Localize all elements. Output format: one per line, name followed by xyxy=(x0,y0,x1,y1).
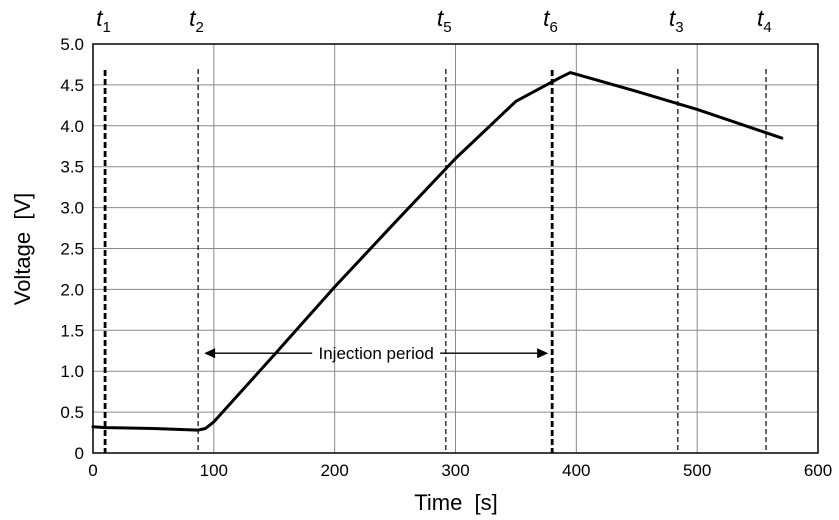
marker-subscript: 2 xyxy=(196,19,204,36)
x-tick-label: 200 xyxy=(320,461,348,480)
marker-label-t1: t1 xyxy=(96,5,111,36)
x-axis-label: Time [s] xyxy=(414,490,498,515)
y-tick-label: 5.0 xyxy=(60,35,84,54)
marker-label-t4: t4 xyxy=(757,5,772,36)
marker-subscript: 5 xyxy=(443,19,451,36)
y-tick-label: 3.5 xyxy=(60,158,84,177)
marker-label-t6: t6 xyxy=(543,5,558,36)
marker-labels: t1 t2 t5 t6 t3 t4 xyxy=(96,5,772,36)
voltage-series-line xyxy=(91,71,784,432)
x-tick-labels: 0 100 200 300 400 500 600 xyxy=(88,461,832,480)
marker-subscript: 6 xyxy=(550,19,558,36)
injection-period-label: Injection period xyxy=(318,344,433,363)
y-tick-label: 0.5 xyxy=(60,403,84,422)
injection-period-annotation: Injection period xyxy=(204,344,549,363)
marker-lines xyxy=(103,69,767,453)
y-tick-label: 0 xyxy=(75,444,84,463)
x-tick-label: 0 xyxy=(88,461,97,480)
arrowhead-left xyxy=(204,348,216,359)
x-tick-label: 300 xyxy=(441,461,469,480)
marker-symbol: t xyxy=(757,5,765,31)
marker-subscript: 4 xyxy=(763,19,771,36)
marker-label-t3: t3 xyxy=(669,5,684,36)
x-tick-label: 600 xyxy=(804,461,832,480)
grid-lines xyxy=(93,44,818,453)
x-tick-label: 400 xyxy=(562,461,590,480)
y-tick-label: 4.5 xyxy=(60,76,84,95)
x-tick-label: 500 xyxy=(683,461,711,480)
marker-symbol: t xyxy=(437,5,445,31)
y-tick-label: 3.0 xyxy=(60,199,84,218)
arrowhead-right xyxy=(537,348,549,359)
y-tick-labels: 0 0.5 1.0 1.5 2.0 2.5 3.0 3.5 4.0 4.5 5.0 xyxy=(60,35,84,463)
marker-symbol: t xyxy=(189,5,197,31)
y-tick-label: 1.5 xyxy=(60,321,84,340)
plot-frame xyxy=(92,43,819,454)
marker-symbol: t xyxy=(96,5,104,31)
y-tick-label: 2.5 xyxy=(60,240,84,259)
x-tick-label: 100 xyxy=(200,461,228,480)
marker-subscript: 1 xyxy=(102,19,110,36)
marker-symbol: t xyxy=(669,5,677,31)
y-tick-label: 1.0 xyxy=(60,362,84,381)
y-tick-label: 2.0 xyxy=(60,280,84,299)
marker-label-t2: t2 xyxy=(189,5,204,36)
marker-symbol: t xyxy=(543,5,551,31)
y-axis-label: Voltage [V] xyxy=(10,193,35,306)
marker-subscript: 3 xyxy=(675,19,683,36)
marker-label-t5: t5 xyxy=(437,5,452,36)
y-tick-label: 4.0 xyxy=(60,117,84,136)
